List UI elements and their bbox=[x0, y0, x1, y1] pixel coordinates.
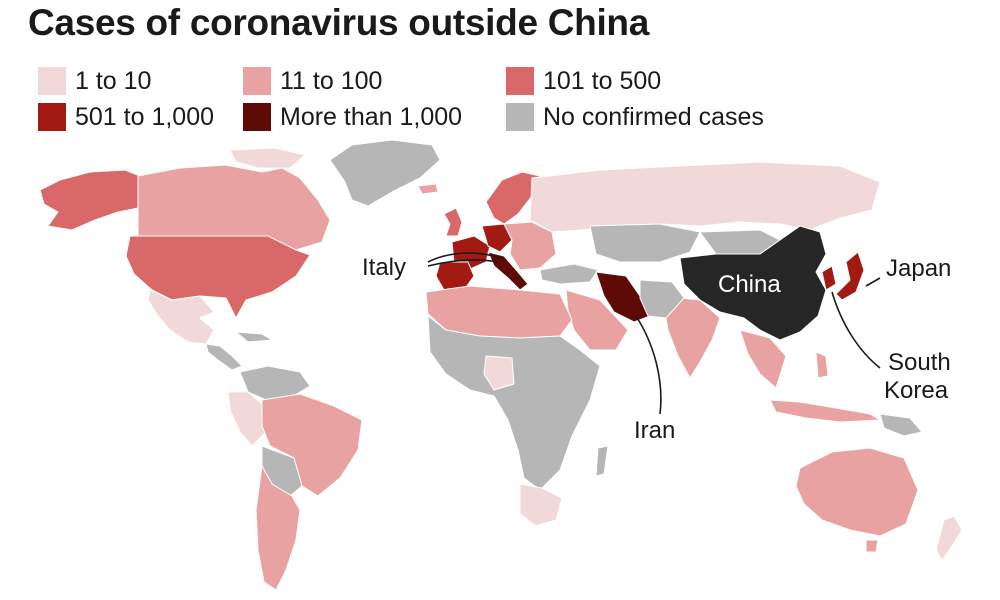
region-turkey bbox=[539, 263, 599, 285]
map-title: Cases of coronavirus outside China bbox=[28, 2, 650, 43]
legend-item-501-to-1000: 501 to 1,000 bbox=[38, 102, 214, 132]
region-argentina bbox=[255, 465, 301, 591]
region-central-asia bbox=[589, 223, 701, 263]
region-ecuador-peru bbox=[227, 391, 267, 447]
legend-item-more-than-1000: More than 1,000 bbox=[243, 102, 462, 132]
italy-leader-line bbox=[427, 252, 501, 263]
legend-swatch-1-to-10 bbox=[38, 67, 66, 95]
label-italy: Italy bbox=[362, 254, 407, 281]
legend-label-101-to-500: 101 to 500 bbox=[543, 66, 662, 95]
legend-label-501-to-1000: 501 to 1,000 bbox=[75, 102, 215, 131]
region-mexico bbox=[147, 289, 215, 345]
world-map bbox=[39, 139, 963, 591]
region-usa bbox=[125, 235, 311, 319]
legend-label-more-than-1000: More than 1,000 bbox=[280, 102, 463, 131]
region-north-south-america bbox=[239, 365, 311, 401]
legend-swatch-11-to-100 bbox=[243, 67, 271, 95]
iran-leader-line bbox=[635, 315, 662, 415]
legend-label-11-to-100: 11 to 100 bbox=[280, 66, 383, 95]
region-australia bbox=[795, 447, 919, 537]
region-uk bbox=[443, 207, 463, 237]
legend-item-1-to-10: 1 to 10 bbox=[38, 66, 151, 96]
legend-label-no-confirmed: No confirmed cases bbox=[543, 102, 764, 131]
japan-leader-line bbox=[865, 277, 881, 287]
region-japan bbox=[835, 251, 865, 301]
region-canadian-arctic bbox=[229, 147, 306, 169]
region-tasmania bbox=[865, 539, 879, 553]
label-china: China bbox=[718, 271, 781, 298]
region-central-america bbox=[205, 343, 243, 371]
label-japan: Japan bbox=[886, 255, 952, 282]
region-eastern-europe bbox=[503, 221, 557, 271]
legend-swatch-more-than-1000 bbox=[243, 103, 271, 131]
region-iran bbox=[595, 271, 651, 323]
label-iran: Iran bbox=[634, 417, 676, 444]
region-iceland bbox=[417, 183, 439, 195]
region-india bbox=[661, 295, 721, 379]
region-caribbean bbox=[235, 331, 273, 343]
region-alaska bbox=[39, 169, 141, 231]
south-korea-leader-line bbox=[831, 291, 881, 369]
label-south-korea-line1: South bbox=[888, 349, 951, 376]
region-indonesia bbox=[769, 399, 881, 423]
region-nigeria bbox=[483, 355, 515, 391]
legend-swatch-no-confirmed bbox=[506, 103, 534, 131]
region-korea bbox=[821, 265, 837, 291]
legend-item-no-confirmed: No confirmed cases bbox=[506, 102, 764, 132]
leader-lines bbox=[427, 252, 881, 415]
region-pakistan-afghanistan bbox=[639, 279, 685, 319]
legend-swatch-501-to-1000 bbox=[38, 103, 66, 131]
region-new-guinea bbox=[879, 413, 923, 437]
label-south-korea-line2: Korea bbox=[884, 377, 949, 404]
region-subsaharan-africa bbox=[427, 315, 601, 491]
region-madagascar bbox=[595, 445, 609, 477]
italy-leader-line-2 bbox=[427, 259, 499, 267]
region-brazil bbox=[261, 393, 363, 497]
legend-item-11-to-100: 11 to 100 bbox=[243, 66, 382, 96]
region-new-zealand bbox=[935, 515, 963, 561]
legend-item-101-to-500: 101 to 500 bbox=[506, 66, 661, 96]
legend-swatch-101-to-500 bbox=[506, 67, 534, 95]
region-south-africa bbox=[519, 483, 563, 527]
region-russia bbox=[529, 161, 881, 233]
region-philippines bbox=[815, 351, 829, 379]
region-germany bbox=[481, 223, 513, 253]
legend: 1 to 10 11 to 100 101 to 500 501 to 1,00… bbox=[38, 64, 818, 136]
region-greenland bbox=[329, 139, 441, 207]
region-china bbox=[679, 225, 827, 341]
region-southeast-asia bbox=[739, 329, 787, 389]
legend-label-1-to-10: 1 to 10 bbox=[75, 66, 152, 95]
